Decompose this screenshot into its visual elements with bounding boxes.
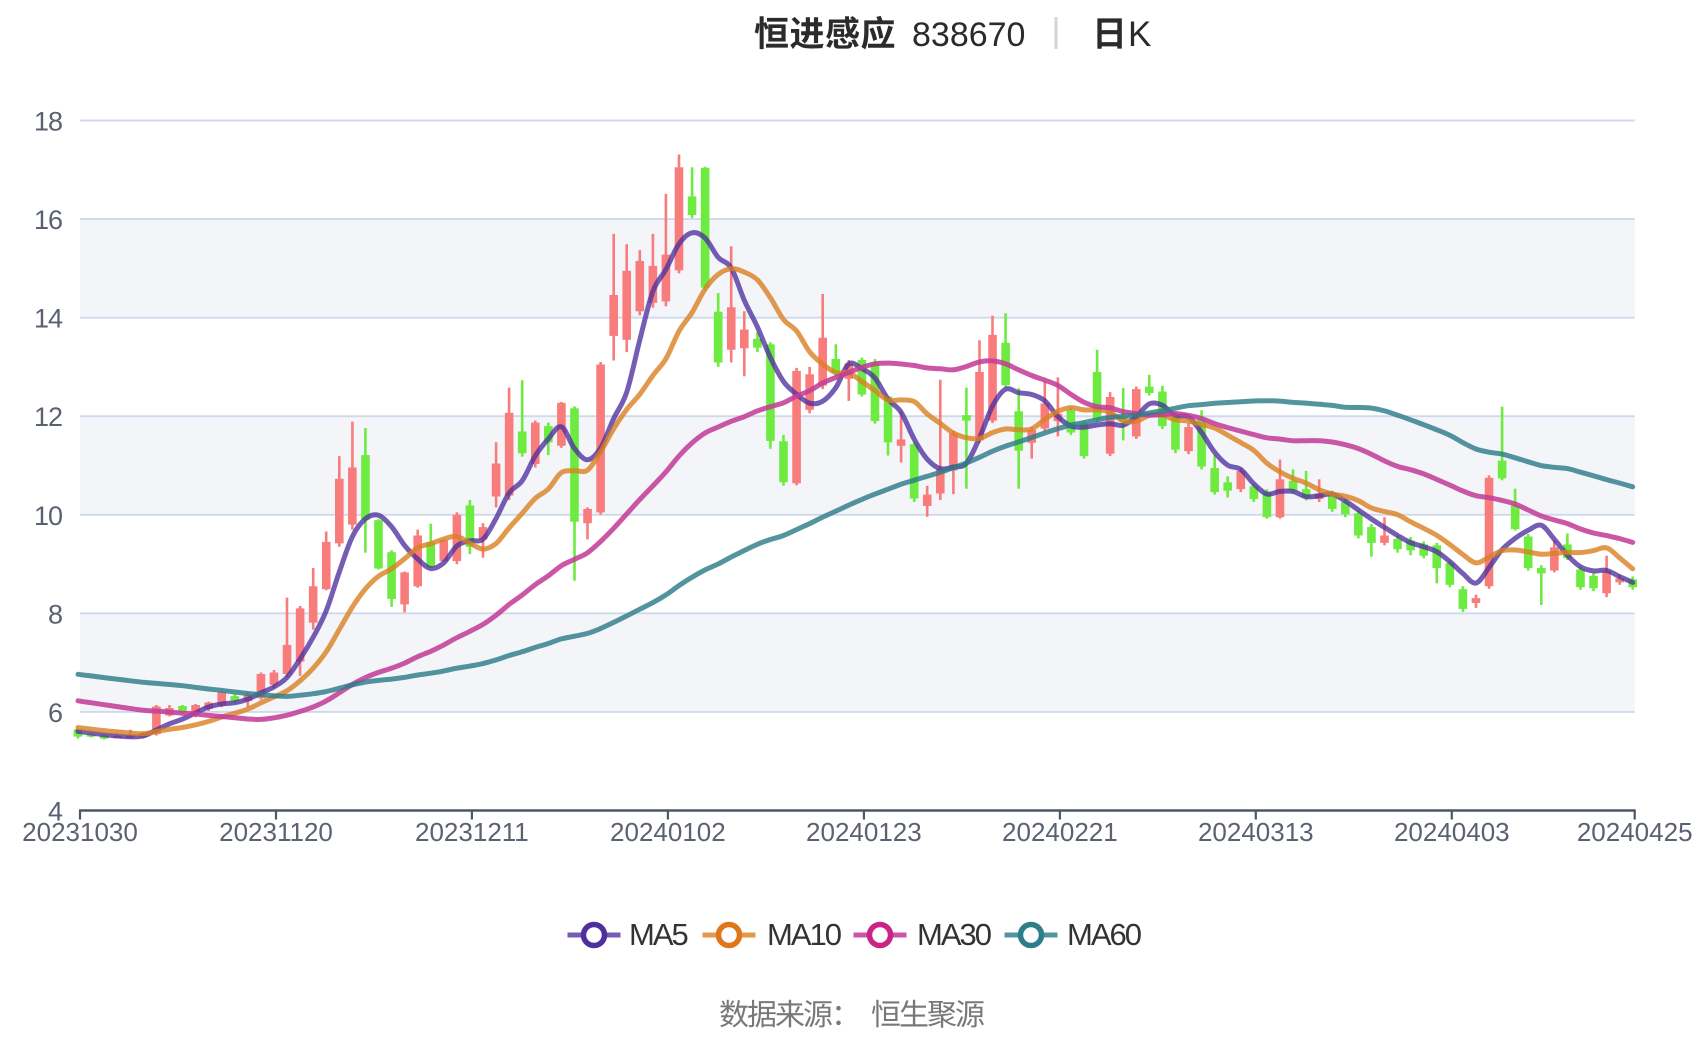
svg-text:MA10: MA10: [767, 917, 842, 952]
svg-text:14: 14: [34, 304, 63, 334]
svg-text:MA60: MA60: [1067, 917, 1142, 952]
svg-text:20240403: 20240403: [1394, 817, 1510, 847]
svg-text:MA5: MA5: [629, 917, 688, 952]
svg-text:20240123: 20240123: [806, 817, 922, 847]
svg-text:8: 8: [48, 599, 62, 629]
svg-text:20240313: 20240313: [1198, 817, 1314, 847]
svg-text:12: 12: [34, 402, 62, 432]
svg-text:18: 18: [34, 107, 62, 137]
svg-text:6: 6: [48, 698, 62, 728]
svg-text:MA30: MA30: [917, 917, 992, 952]
svg-text:16: 16: [34, 205, 62, 235]
svg-text:20231030: 20231030: [22, 817, 138, 847]
svg-text:20231211: 20231211: [415, 817, 529, 847]
svg-text:838670: 838670: [912, 16, 1025, 54]
svg-text:10: 10: [34, 501, 62, 531]
svg-text:4: 4: [48, 797, 63, 827]
svg-text:20240221: 20240221: [1002, 817, 1118, 847]
svg-text:K: K: [1128, 15, 1151, 54]
svg-text:20231120: 20231120: [219, 817, 333, 847]
svg-text:20240102: 20240102: [610, 817, 726, 847]
svg-text:20240425: 20240425: [1577, 817, 1693, 847]
